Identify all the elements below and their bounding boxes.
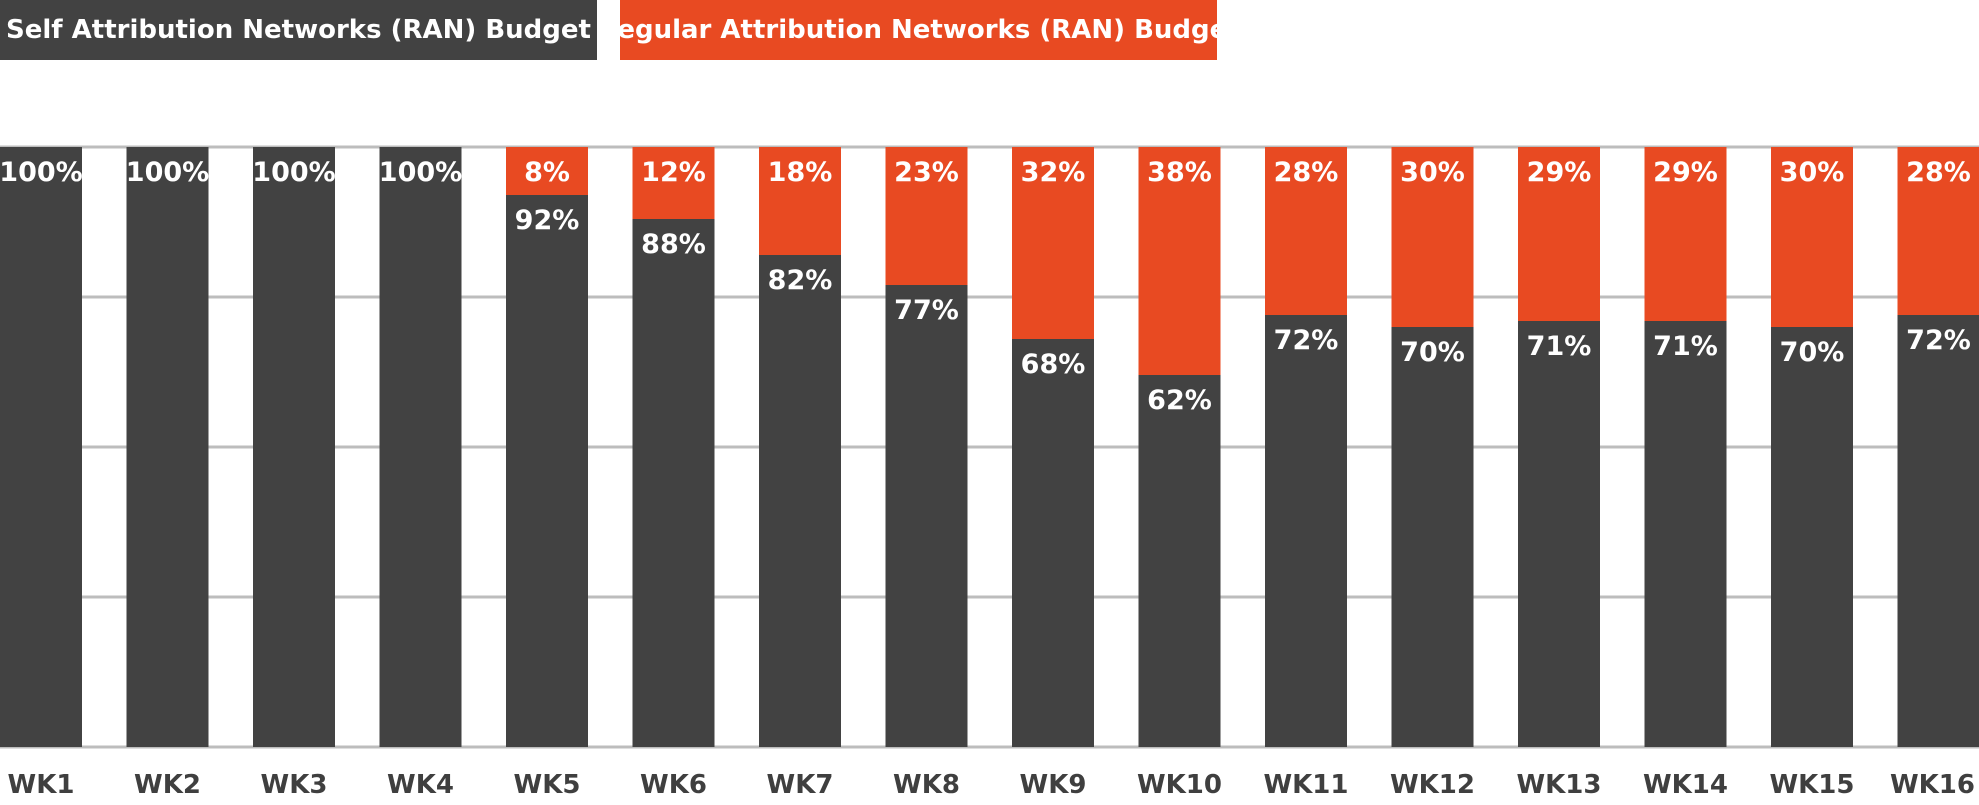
bar-self-wk12 [1391, 327, 1474, 747]
label-self-wk12: 70% [1400, 337, 1465, 368]
tick-wk3: WK3 [261, 770, 328, 800]
tick-wk2: WK2 [134, 770, 201, 800]
bar-regular-wk6 [632, 147, 715, 219]
tick-wk16: WK16 [1890, 770, 1975, 800]
label-regular-wk10: 38% [1147, 157, 1212, 188]
x-axis-tick-labels: WK1 WK2 WK3 WK4 WK5 WK6 WK7 WK8 WK9 WK10 WK11 WK12 W… [8, 770, 1975, 800]
tick-wk13: WK13 [1516, 770, 1601, 800]
tick-wk15: WK15 [1769, 770, 1854, 800]
bar-regular-wk15 [1771, 147, 1853, 327]
bar-regular-wk10 [1138, 147, 1221, 375]
label-self-wk3: 100% [252, 157, 335, 188]
bar-self-wk11 [1265, 315, 1347, 747]
label-self-wk13: 71% [1527, 331, 1592, 362]
label-self-wk7: 82% [768, 265, 833, 296]
legend-self-budget: Self Attribution Networks (RAN) Budget [0, 0, 597, 60]
bar-regular-wk5 [506, 147, 588, 195]
bar-self-wk13 [1518, 321, 1600, 747]
bar-value-labels: 100% 100% 100% 100% 8% 92% 12% 88% 18% 82% 23% 77% 3… [0, 157, 1971, 416]
bars [0, 147, 1979, 747]
label-self-wk4: 100% [379, 157, 462, 188]
label-regular-wk8: 23% [894, 157, 959, 188]
tick-wk10: WK10 [1137, 770, 1222, 800]
label-self-wk16: 72% [1906, 325, 1971, 356]
tick-wk11: WK11 [1263, 770, 1348, 800]
label-regular-wk12: 30% [1400, 157, 1465, 188]
bar-self-wk16 [1897, 315, 1979, 747]
bar-regular-wk14 [1644, 147, 1727, 321]
label-self-wk10: 62% [1147, 385, 1212, 416]
bar-regular-wk12 [1391, 147, 1474, 327]
tick-wk14: WK14 [1643, 770, 1728, 800]
bar-self-wk14 [1644, 321, 1727, 747]
tick-wk1: WK1 [8, 770, 75, 800]
bar-self-wk15 [1771, 327, 1853, 747]
label-self-wk2: 100% [126, 157, 209, 188]
label-self-wk14: 71% [1653, 331, 1718, 362]
bar-regular-wk8 [885, 147, 968, 285]
tick-wk12: WK12 [1390, 770, 1475, 800]
bar-self-wk8 [885, 285, 968, 747]
bar-self-wk5 [506, 195, 588, 747]
label-regular-wk6: 12% [641, 157, 706, 188]
bar-regular-wk9 [1012, 147, 1094, 339]
tick-wk5: WK5 [514, 770, 581, 800]
label-regular-wk15: 30% [1780, 157, 1845, 188]
bar-regular-wk11 [1265, 147, 1347, 315]
bar-regular-wk13 [1518, 147, 1600, 321]
bar-self-wk7 [759, 255, 841, 747]
label-self-wk15: 70% [1780, 337, 1845, 368]
bar-self-wk9 [1012, 339, 1094, 747]
label-self-wk8: 77% [894, 295, 959, 326]
label-self-wk1: 100% [0, 157, 83, 188]
label-self-wk9: 68% [1021, 349, 1086, 380]
bar-self-wk1 [0, 147, 82, 747]
label-regular-wk9: 32% [1021, 157, 1086, 188]
legend: Self Attribution Networks (RAN) Budget R… [0, 0, 1979, 60]
bar-self-wk2 [126, 147, 209, 747]
label-regular-wk7: 18% [768, 157, 833, 188]
label-regular-wk5: 8% [524, 157, 570, 188]
tick-wk4: WK4 [387, 770, 454, 800]
bar-self-wk3 [253, 147, 335, 747]
bar-self-wk10 [1138, 375, 1221, 747]
label-self-wk11: 72% [1274, 325, 1339, 356]
tick-wk7: WK7 [767, 770, 834, 800]
tick-wk8: WK8 [893, 770, 960, 800]
bar-regular-wk16 [1897, 147, 1979, 315]
label-self-wk5: 92% [515, 205, 580, 236]
tick-wk9: WK9 [1020, 770, 1087, 800]
bar-self-wk4 [379, 147, 462, 747]
label-self-wk6: 88% [641, 229, 706, 260]
tick-wk6: WK6 [640, 770, 707, 800]
legend-regular-budget: Regular Attribution Networks (RAN) Budge… [597, 0, 1240, 60]
label-regular-wk14: 29% [1653, 157, 1718, 188]
label-regular-wk13: 29% [1527, 157, 1592, 188]
label-regular-wk11: 28% [1274, 157, 1339, 188]
label-regular-wk16: 28% [1906, 157, 1971, 188]
bar-self-wk6 [632, 219, 715, 747]
bar-regular-wk7 [759, 147, 841, 255]
